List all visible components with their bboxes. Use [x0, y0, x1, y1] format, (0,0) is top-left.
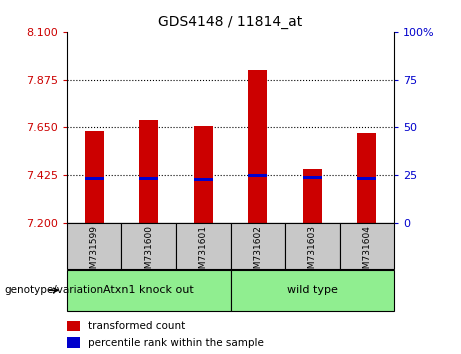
Bar	[248, 174, 267, 177]
Text: GSM731599: GSM731599	[89, 225, 99, 280]
Bar	[194, 178, 213, 181]
Bar	[340, 223, 394, 269]
Bar	[357, 133, 377, 223]
Bar	[67, 337, 80, 348]
Bar	[67, 270, 230, 311]
Text: GSM731603: GSM731603	[308, 225, 317, 280]
Bar	[303, 176, 322, 179]
Text: GSM731600: GSM731600	[144, 225, 153, 280]
Text: GSM731601: GSM731601	[199, 225, 208, 280]
Text: percentile rank within the sample: percentile rank within the sample	[88, 338, 264, 348]
Bar	[84, 131, 104, 223]
Text: genotype/variation: genotype/variation	[5, 285, 104, 295]
Bar	[67, 320, 80, 331]
Bar	[248, 70, 267, 223]
Bar	[357, 177, 377, 180]
Title: GDS4148 / 11814_at: GDS4148 / 11814_at	[159, 16, 302, 29]
Text: transformed count: transformed count	[88, 321, 185, 331]
Bar	[194, 126, 213, 223]
Text: GSM731604: GSM731604	[362, 225, 372, 280]
Bar	[230, 270, 394, 311]
Bar	[303, 169, 322, 223]
Bar	[121, 223, 176, 269]
Text: GSM731602: GSM731602	[253, 225, 262, 280]
Text: wild type: wild type	[287, 285, 338, 295]
Bar	[230, 223, 285, 269]
Bar	[84, 177, 104, 180]
Bar	[285, 223, 340, 269]
Text: Atxn1 knock out: Atxn1 knock out	[103, 285, 194, 295]
Bar	[67, 223, 121, 269]
Bar	[139, 177, 158, 180]
Bar	[176, 223, 230, 269]
Bar	[139, 120, 158, 223]
